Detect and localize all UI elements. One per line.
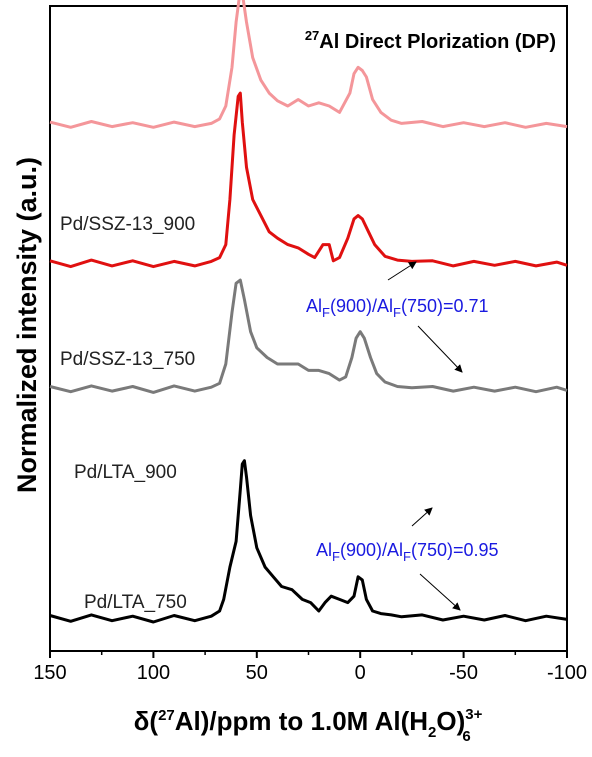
arrow-ssz13-down: [417, 325, 463, 373]
x-tick-label: 100: [137, 662, 170, 684]
ratio-annotation-lta: AlF(900)/AlF(750)=0.95: [316, 540, 499, 564]
title-sup: 27: [305, 28, 319, 43]
x-tick-label: 50: [246, 662, 268, 684]
series-line-pd-lta-900: [49, 278, 568, 394]
chart-title: 27Al Direct Plorization (DP): [305, 28, 556, 53]
spectra-series: [49, 0, 568, 624]
series-label-ssz13-750: Pd/SSZ-13_750: [60, 349, 195, 370]
series-line-pd-ssz-13-900: [49, 0, 568, 129]
x-tick-label: 150: [33, 662, 66, 684]
x-tick-label: -50: [449, 662, 478, 684]
series-label-lta-750: Pd/LTA_750: [84, 592, 187, 613]
series-label-lta-900: Pd/LTA_900: [74, 462, 177, 483]
x-axis-ticks: 150 100 50 0 -50 -100: [33, 651, 587, 684]
ratio-annotation-ssz13: AlF(900)/AlF(750)=0.71: [306, 296, 489, 320]
x-axis-label: δ(27Al)/ppm to 1.0M Al(H2O)3+ 6: [134, 706, 483, 745]
title-text: Al Direct Plorization (DP): [319, 31, 556, 53]
series-label-ssz13-900: Pd/SSZ-13_900: [60, 214, 195, 235]
arrow-ssz13-up: [387, 261, 417, 281]
arrow-lta-up: [411, 507, 433, 527]
x-tick-label: -100: [547, 662, 587, 684]
y-axis-label: Normalized intensity (a.u.): [12, 157, 42, 493]
arrow-lta-down: [419, 573, 461, 611]
series-line-pd-lta-750: [49, 459, 568, 624]
series-line-pd-ssz-13-750: [49, 91, 568, 269]
x-tick-label: 0: [355, 662, 366, 684]
